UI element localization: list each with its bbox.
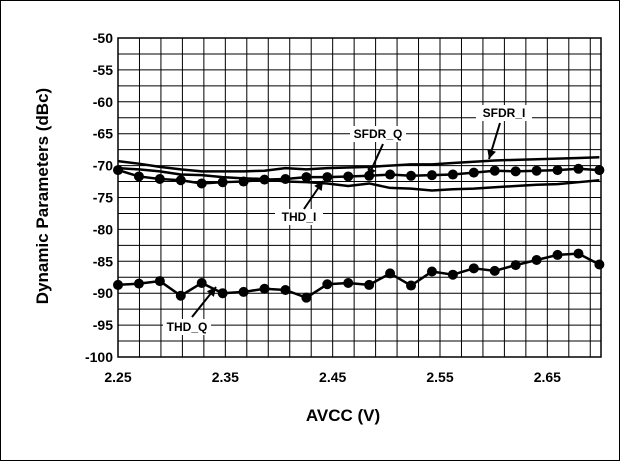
data-point-thd-q — [426, 266, 437, 277]
data-point-sfdr-q — [259, 174, 270, 185]
data-point-thd-q — [238, 286, 249, 297]
data-point-thd-q — [364, 279, 375, 290]
data-point-sfdr-q — [468, 167, 479, 178]
y-tick-label: -80 — [93, 221, 113, 237]
data-point-thd-q — [217, 288, 228, 299]
y-tick-label: -65 — [93, 126, 113, 142]
annotation-bg-thd-q — [163, 319, 211, 335]
x-axis-title: AVCC (V) — [306, 406, 380, 425]
data-point-thd-q — [531, 255, 542, 266]
data-point-sfdr-q — [343, 171, 354, 182]
series-layer — [113, 156, 605, 303]
annotations: SFDR_I SFDR_Q THD_I THD_Q — [163, 105, 532, 335]
data-point-thd-q — [259, 283, 270, 294]
data-point-sfdr-q — [238, 176, 249, 187]
data-point-thd-q — [489, 265, 500, 276]
data-point-sfdr-q — [113, 165, 123, 176]
y-tick-label: -85 — [93, 253, 113, 269]
data-point-sfdr-q — [447, 169, 458, 180]
annotation-sfdr-q: SFDR_Q — [354, 127, 403, 141]
axes — [117, 37, 602, 358]
tick-labels: -50 -55 -60 -65 -70 -75 -80 -85 -90 -95 -100 2.25 2.… — [85, 30, 561, 385]
annotation-arrowhead-sfdr-q — [367, 166, 376, 177]
annotation-bg-thd-i — [275, 209, 323, 225]
data-point-sfdr-q — [301, 172, 312, 183]
data-point-thd-q — [301, 292, 312, 303]
x-tick-label: 2.55 — [426, 369, 453, 385]
y-tick-label: -75 — [93, 190, 113, 206]
x-tick-label: 2.45 — [319, 369, 346, 385]
data-point-thd-q — [113, 279, 123, 290]
annotation-bg-sfdr-i — [476, 105, 532, 121]
y-tick-label: -50 — [93, 30, 113, 46]
data-point-sfdr-q — [552, 165, 563, 176]
data-point-sfdr-q — [154, 173, 165, 184]
data-point-thd-q — [322, 279, 333, 290]
y-tick-label: -55 — [93, 62, 113, 78]
y-tick-label: -100 — [85, 349, 113, 365]
annotation-arrowhead-thd-q — [206, 287, 216, 297]
annotation-arrowhead-sfdr-i — [487, 149, 496, 159]
data-point-sfdr-q — [573, 163, 584, 174]
data-point-thd-q — [510, 260, 521, 271]
data-point-sfdr-q — [406, 170, 417, 181]
data-point-thd-q — [133, 278, 144, 289]
data-point-sfdr-q — [133, 171, 144, 182]
annotation-bg-sfdr-q — [350, 126, 406, 142]
grid — [117, 37, 601, 358]
annotation-arrowhead-thd-i — [314, 181, 323, 191]
data-point-sfdr-q — [175, 175, 186, 186]
data-point-thd-q — [447, 269, 458, 280]
annotation-thd-i: THD_I — [282, 210, 317, 224]
data-point-sfdr-q — [489, 165, 500, 176]
y-tick-label: -90 — [93, 285, 113, 301]
data-point-thd-q — [154, 276, 165, 287]
y-tick-label: -60 — [93, 94, 113, 110]
annotation-thd-q: THD_Q — [167, 320, 208, 334]
data-point-thd-q — [196, 277, 207, 288]
data-point-sfdr-q — [280, 173, 291, 184]
plot-border — [117, 37, 602, 358]
data-point-thd-q — [385, 268, 396, 279]
data-point-sfdr-q — [385, 169, 396, 180]
x-tick-label: 2.35 — [212, 369, 239, 385]
data-point-thd-q — [594, 259, 605, 270]
data-point-sfdr-q — [594, 165, 605, 176]
data-point-sfdr-q — [196, 178, 207, 189]
data-point-thd-q — [406, 280, 417, 291]
data-point-thd-q — [343, 277, 354, 288]
data-point-sfdr-q — [426, 170, 437, 181]
data-point-thd-q — [175, 290, 186, 301]
data-point-thd-q — [468, 263, 479, 274]
x-tick-label: 2.65 — [534, 369, 561, 385]
series-line-sfdr-i — [117, 156, 600, 173]
data-point-thd-q — [552, 249, 563, 260]
data-point-thd-q — [280, 285, 291, 296]
data-point-thd-q — [573, 248, 584, 259]
data-point-sfdr-q — [217, 177, 228, 188]
annotation-sfdr-i: SFDR_I — [483, 106, 526, 120]
y-tick-label: -95 — [93, 317, 113, 333]
series-line-thd-i — [117, 166, 600, 192]
data-point-sfdr-q — [322, 172, 333, 183]
x-tick-label: 2.25 — [104, 369, 131, 385]
data-point-sfdr-q — [510, 166, 521, 177]
y-axis-title: Dynamic Parameters (dBc) — [33, 88, 52, 304]
y-tick-label: -70 — [93, 158, 113, 174]
data-point-sfdr-q — [531, 165, 542, 176]
